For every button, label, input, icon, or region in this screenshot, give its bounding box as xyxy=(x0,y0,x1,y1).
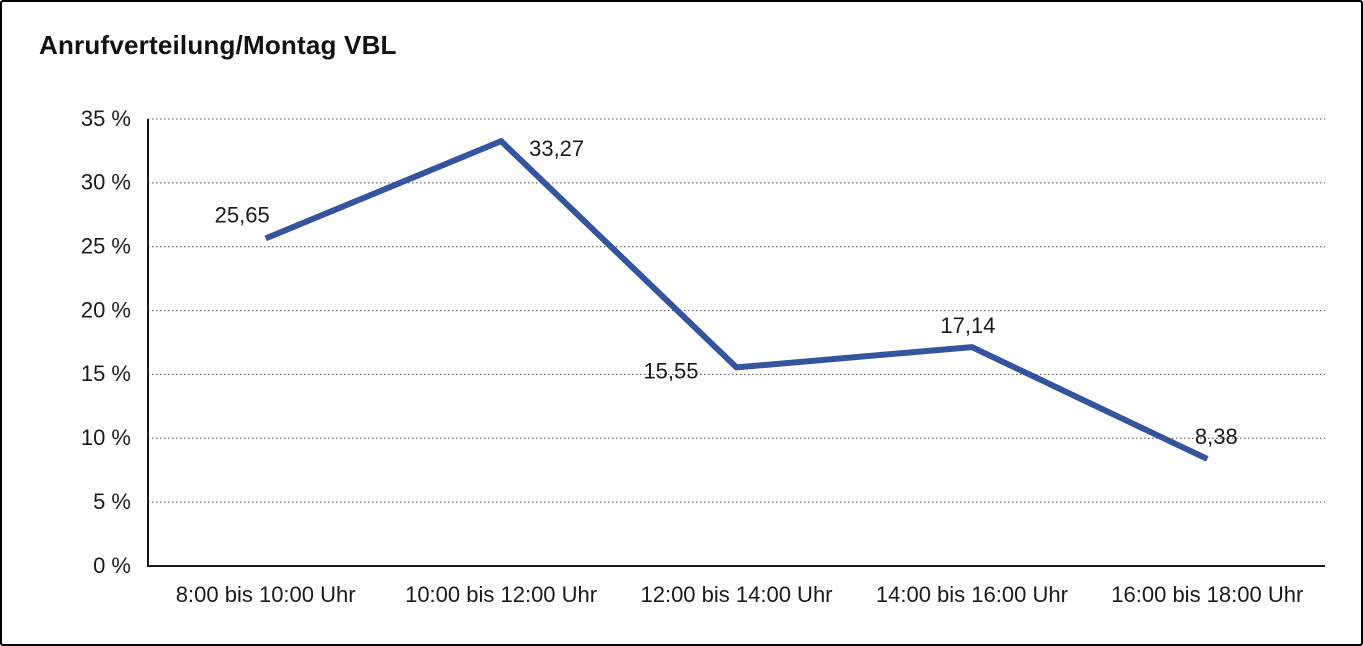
y-axis-tick-label: 15 % xyxy=(81,361,131,386)
data-point-label: 33,27 xyxy=(529,136,584,161)
y-axis-tick-label: 20 % xyxy=(81,297,131,322)
y-axis-tick-label: 5 % xyxy=(93,489,131,514)
x-axis-category-label: 14:00 bis 16:00 Uhr xyxy=(876,582,1068,607)
data-point-label: 25,65 xyxy=(215,202,270,227)
y-axis-tick-label: 30 % xyxy=(81,170,131,195)
data-series-line xyxy=(264,138,1209,462)
x-axis-category-label: 12:00 bis 14:00 Uhr xyxy=(640,582,832,607)
data-point-label: 15,55 xyxy=(643,358,698,383)
data-point-label: 8,38 xyxy=(1195,424,1238,449)
x-axis-category-label: 10:00 bis 12:00 Uhr xyxy=(405,582,597,607)
y-axis-tick-label: 0 % xyxy=(93,553,131,578)
y-axis-tick-label: 10 % xyxy=(81,425,131,450)
x-axis-category-label: 8:00 bis 10:00 Uhr xyxy=(176,582,356,607)
y-axis-tick-label: 35 % xyxy=(81,106,131,131)
data-point-label: 17,14 xyxy=(940,313,995,338)
chart-title: Anrufverteilung/Montag VBL xyxy=(39,30,397,60)
x-axis-category-label: 16:00 bis 18:00 Uhr xyxy=(1111,582,1303,607)
y-axis-tick-label: 25 % xyxy=(81,234,131,259)
